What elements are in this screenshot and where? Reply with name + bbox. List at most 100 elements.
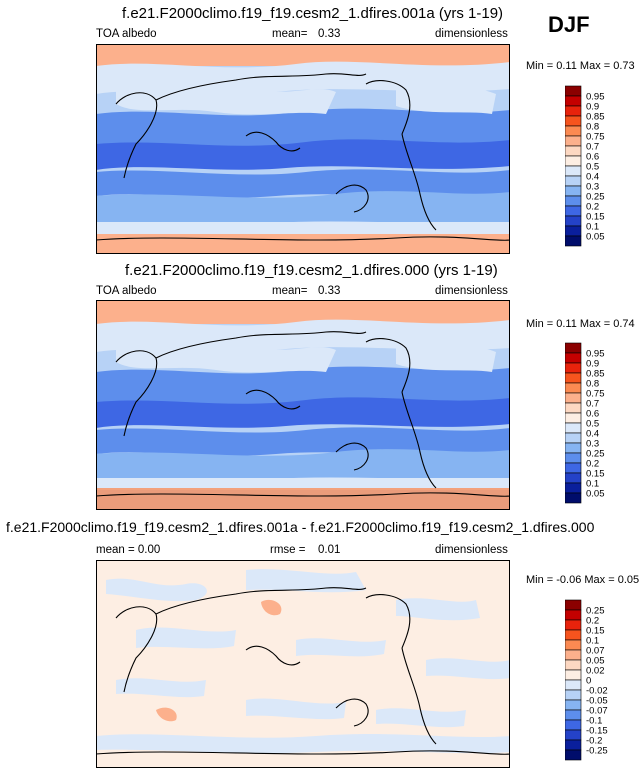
panel-3-rmse-value: 0.01 (318, 544, 341, 556)
panel-3-colorbar-label: -0.1 (586, 716, 602, 727)
panel-1-colorbar: 0.950.90.850.80.750.70.60.50.40.30.250.2… (565, 85, 605, 247)
panel-2-colorbar-label: 0.75 (586, 389, 605, 400)
panel-2-colorbar-swatch (565, 402, 582, 414)
panel-2-field (96, 300, 510, 510)
panel-1-colorbar-swatch (565, 105, 582, 117)
panel-1-colorbar-label: 0.7 (586, 142, 599, 153)
panel-2-colorbar-swatch (565, 352, 582, 364)
panel-3-colorbar-swatch (565, 619, 582, 631)
panel-3-colorbar-label: 0.25 (586, 606, 605, 617)
panel-2-colorbar-label: 0.8 (586, 379, 599, 390)
panel-2-colorbar-label: 0.25 (586, 449, 605, 460)
panel-1-map (96, 44, 510, 254)
panel-2-colorbar-label: 0.9 (586, 359, 599, 370)
panel-3-colorbar-label: 0.05 (586, 656, 605, 667)
panel-3-colorbar-swatch (565, 669, 582, 681)
panel-1-colorbar-label: 0.6 (586, 152, 599, 163)
panel-3-title: f.e21.F2000climo.f19_f19.cesm2_1.dfires.… (6, 519, 595, 535)
panel-1-colorbar-label: 0.4 (586, 172, 599, 183)
panel-2-colorbar-label: 0.1 (586, 479, 599, 490)
panel-3-colorbar-label: 0.2 (586, 616, 599, 627)
panel-3-colorbar-label: -0.02 (586, 686, 608, 697)
panel-1-field (96, 44, 510, 254)
panel-1-title: f.e21.F2000climo.f19_f19.cesm2_1.dfires.… (122, 5, 504, 22)
panel-2-colorbar-swatch (565, 442, 582, 454)
panel-2-colorbar-swatch (565, 482, 582, 494)
panel-1-colorbar-swatch (565, 235, 582, 247)
season-label: DJF (548, 12, 590, 37)
panel-3-colorbar-label: -0.25 (586, 746, 608, 757)
panel-2-colorbar-swatch (565, 392, 582, 404)
panel-3-colorbar-label: -0.07 (586, 706, 608, 717)
panel-1-colorbar-label: 0.15 (586, 212, 605, 223)
panel-3-colorbar-label: 0.1 (586, 636, 599, 647)
panel-2-colorbar-swatch (565, 472, 582, 484)
panel-1-colorbar-label: 0.1 (586, 222, 599, 233)
panel-2-colorbar-swatch (565, 412, 582, 424)
panel-2-mean-label: mean= (272, 285, 308, 297)
panel-1-colorbar-label: 0.25 (586, 192, 605, 203)
panel-3-colorbar-swatch (565, 689, 582, 701)
panel-1-colorbar-label: 0.9 (586, 102, 599, 113)
panel-2-colorbar-label: 0.95 (586, 349, 605, 360)
panel-3-colorbar-swatch (565, 679, 582, 691)
panel-3-colorbar-label: 0.07 (586, 646, 605, 657)
panel-1-colorbar-label: 0.3 (586, 182, 599, 193)
panel-3-colorbar-swatch (565, 719, 582, 731)
panel-3-colorbar-swatch (565, 609, 582, 621)
panel-2-colorbar-label: 0.7 (586, 399, 599, 410)
panel-3-coastlines (96, 587, 510, 755)
panel-1-colorbar-label: 0.95 (586, 92, 605, 103)
panel-3-colorbar-swatch (565, 699, 582, 711)
panel-2-colorbar-swatch (565, 422, 582, 434)
panel-1-colorbar-swatch (565, 175, 582, 187)
panel-1-colorbar-swatch (565, 85, 582, 97)
panel-2-mean-value: 0.33 (318, 285, 341, 297)
panel-1-units: dimensionless (435, 28, 508, 40)
panel-3-colorbar-label: -0.2 (586, 736, 602, 747)
panel-3-colorbar-label: 0 (586, 676, 591, 687)
panel-2-colorbar-label: 0.4 (586, 429, 599, 440)
panel-2-colorbar-label: 0.05 (586, 489, 605, 500)
panel-3-colorbar-swatch (565, 649, 582, 661)
panel-1-colorbar-swatch (565, 95, 582, 107)
panel-1-colorbar-label: 0.05 (586, 232, 605, 243)
panel-1-colorbar-swatch (565, 145, 582, 157)
panel-3-field (96, 560, 510, 768)
panel-2-colorbar-label: 0.6 (586, 409, 599, 420)
panel-3-colorbar: 0.250.20.150.10.070.050.020-0.02-0.05-0.… (565, 599, 608, 761)
panel-3-minmax: Min = -0.06 Max = 0.05 (526, 574, 640, 586)
panel-1-mean-label: mean= (272, 28, 308, 40)
panel-2-colorbar-label: 0.3 (586, 439, 599, 450)
panel-2-colorbar-swatch (565, 342, 582, 354)
panel-2-colorbar-label: 0.2 (586, 459, 599, 470)
panel-1-colorbar-swatch (565, 155, 582, 167)
panel-2-colorbar-swatch (565, 382, 582, 394)
panel-2-coastlines (96, 331, 510, 497)
panel-2-colorbar-label: 0.15 (586, 469, 605, 480)
panel-3-colorbar-swatch (565, 709, 582, 721)
panel-1-colorbar-swatch (565, 225, 582, 237)
panel-3-units: dimensionless (435, 544, 508, 556)
panel-3-colorbar-label: 0.15 (586, 626, 605, 637)
panel-2-colorbar-swatch (565, 432, 582, 444)
panel-1-colorbar-swatch (565, 165, 582, 177)
panel-1-colorbar-swatch (565, 135, 582, 147)
panel-3-mean-label: mean = 0.00 (96, 544, 161, 556)
panel-1-colorbar-label: 0.75 (586, 132, 605, 143)
panel-3-colorbar-swatch (565, 639, 582, 651)
panel-1-colorbar-label: 0.85 (586, 112, 605, 123)
panel-1-colorbar-swatch (565, 185, 582, 197)
panel-1-colorbar-label: 0.2 (586, 202, 599, 213)
panel-1-colorbar-label: 0.5 (586, 162, 599, 173)
panel-1-mean-value: 0.33 (318, 28, 341, 40)
panel-2-variable-label: TOA albedo (96, 285, 157, 297)
panel-2-colorbar-swatch (565, 462, 582, 474)
panel-3-colorbar-label: -0.05 (586, 696, 608, 707)
panel-1-minmax: Min = 0.11 Max = 0.73 (526, 60, 635, 72)
panel-3-colorbar-label: -0.15 (586, 726, 608, 737)
panel-3-colorbar-swatch (565, 739, 582, 751)
panel-2-colorbar-swatch (565, 452, 582, 464)
panel-2-colorbar: 0.950.90.850.80.750.70.60.50.40.30.250.2… (565, 342, 605, 504)
panel-2-units: dimensionless (435, 285, 508, 297)
